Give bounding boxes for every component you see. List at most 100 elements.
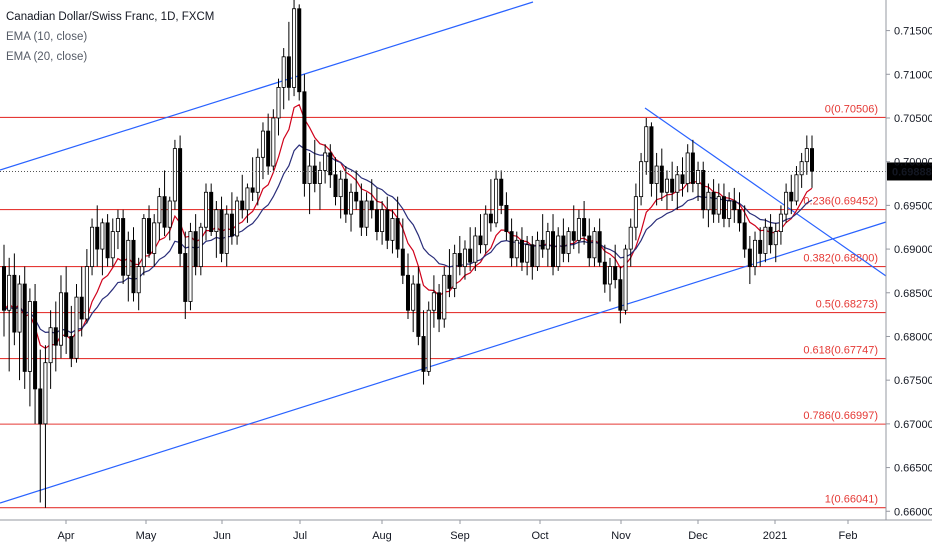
price-axis[interactable]: 0.71500 0.71000 0.70500 0.70000 0.69500 0.690… [886, 26, 932, 519]
candle-body [235, 200, 240, 237]
price-tick-label: 0.66500 [894, 463, 932, 475]
price-tick-label: 0.67500 [894, 375, 932, 387]
candle-body [172, 148, 177, 202]
candle-body [380, 209, 385, 232]
fib-level-label: 0.236(0.69452) [803, 196, 878, 208]
candle-body [286, 56, 291, 88]
candle-body [763, 226, 768, 254]
candle-body [27, 301, 32, 372]
candle-body [514, 239, 519, 259]
candle-body [758, 239, 763, 254]
candle-body [462, 248, 467, 267]
candle-body [768, 226, 773, 246]
price-tick-label: 0.70000 [894, 157, 932, 169]
candle-body [447, 274, 452, 289]
candle-body [364, 200, 369, 228]
candle-body [369, 200, 374, 211]
candle-body [22, 283, 27, 372]
candle-body [183, 253, 188, 302]
candle-body [488, 213, 493, 224]
candle-body [17, 283, 22, 333]
candle-body [58, 292, 63, 346]
candle-body [804, 148, 809, 163]
candle-body [644, 126, 649, 163]
candle-body [240, 200, 245, 211]
last-price-badge[interactable] [887, 162, 932, 181]
candle-body [742, 222, 747, 250]
candle-body [90, 226, 95, 267]
candle-body [33, 301, 38, 390]
price-tick-label: 0.66000 [894, 506, 932, 518]
candles [1, 0, 815, 508]
candle-body [773, 231, 778, 246]
candle-body [426, 309, 431, 372]
candle-body [121, 218, 126, 276]
candle-body [136, 266, 141, 294]
candle-body [38, 388, 43, 425]
candle-body [126, 239, 131, 276]
price-tick-label: 0.70500 [894, 113, 932, 125]
candle-body [255, 156, 260, 193]
time-tick-label: Jun [213, 530, 231, 542]
time-axis[interactable]: Apr May Jun Jul Aug Sep Oct Nov Dec 2021 Feb [57, 520, 857, 542]
candle-body [333, 174, 338, 198]
candle-body [131, 239, 136, 294]
fibonacci-retracement[interactable]: 0(0.70506) 0.236(0.69452) 0.382(0.68800) 0.… [0, 103, 886, 509]
trend-lines[interactable] [0, 1, 887, 504]
candle-body [276, 86, 281, 119]
candle-body [188, 231, 193, 302]
time-tick-label: Aug [372, 530, 392, 542]
candle-body [100, 222, 105, 250]
candle-body [214, 209, 219, 232]
candle-body [219, 209, 224, 254]
candle-body [587, 235, 592, 259]
candle-body [323, 152, 328, 171]
fib-level-label: 0.5(0.68273) [816, 299, 878, 311]
candle-body [509, 231, 514, 259]
candle-body [685, 152, 690, 184]
candle-body [659, 165, 664, 193]
fib-level-label: 0.618(0.67747) [803, 345, 878, 357]
candle-body [545, 231, 550, 250]
time-tick-label: Feb [839, 530, 858, 542]
candle-body [457, 253, 462, 267]
candle-body [203, 191, 209, 228]
candle-body [147, 218, 152, 254]
axes [0, 0, 932, 521]
candle-body [809, 148, 815, 172]
descending-trend-line[interactable] [644, 107, 887, 277]
candle-body [7, 274, 12, 311]
candle-body [525, 244, 530, 263]
candle-body [607, 266, 613, 285]
time-tick-label: 2021 [763, 530, 787, 542]
fib-level-label: 0(0.70506) [825, 103, 878, 115]
candle-body [494, 178, 499, 224]
candle-body [442, 274, 447, 320]
candle-body [478, 235, 483, 246]
fib-level-label: 0.786(0.66997) [803, 410, 878, 422]
time-tick-label: Dec [688, 530, 708, 542]
candle-body [592, 231, 597, 259]
time-tick-label: Nov [611, 530, 631, 542]
candle-body [737, 209, 742, 224]
time-tick-label: Oct [531, 530, 548, 542]
candle-body [561, 235, 566, 254]
candle-body [468, 248, 473, 263]
price-tick-label: 0.71500 [894, 26, 932, 38]
candle-body [69, 336, 74, 359]
candle-body [654, 165, 659, 184]
candle-body [421, 336, 426, 372]
candle-body [727, 200, 732, 219]
upper-channel-line[interactable] [0, 1, 534, 171]
candle-body [198, 226, 203, 267]
lower-channel-line[interactable] [0, 221, 887, 504]
candle-body [48, 327, 53, 364]
candle-body [385, 209, 390, 241]
candle-body [115, 218, 120, 232]
time-tick-label: Apr [57, 530, 74, 542]
candle-body [84, 266, 89, 320]
price-tick-label: 0.71000 [894, 69, 932, 81]
candle-body [664, 178, 669, 193]
candle-body [778, 213, 783, 232]
